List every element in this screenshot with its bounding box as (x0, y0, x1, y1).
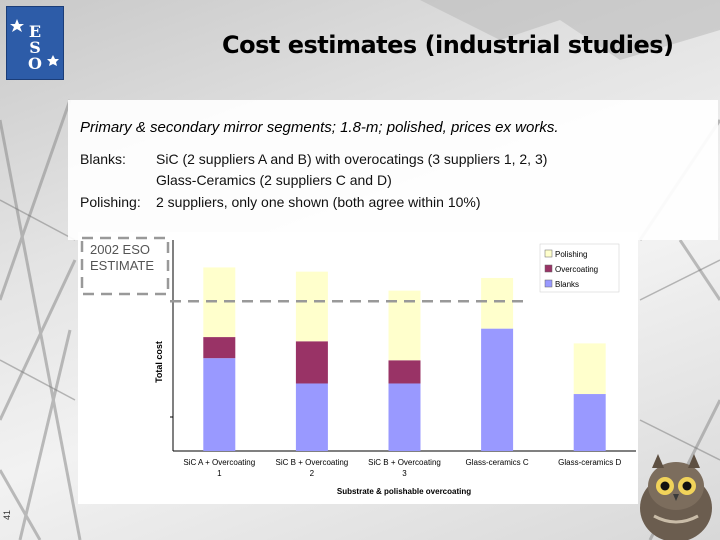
bar-overcoating-2 (295, 341, 328, 384)
owl-image (640, 454, 712, 540)
slide-title: Cost estimates (industrial studies) (222, 31, 674, 59)
estimate-box-line-1: 2002 ESO (90, 242, 150, 257)
svg-text:E: E (29, 22, 41, 41)
chart-legend (539, 243, 620, 293)
x-tick-label-1-2: 1 (217, 469, 222, 478)
x-tick-label-3-1: SiC B + Overcoating (368, 458, 441, 467)
x-tick-label-3-2: 3 (402, 469, 407, 478)
bar-blanks-1 (203, 358, 236, 451)
cost-chart: Total cost Substrate & polishable overco… (78, 232, 638, 504)
blanks-label: Blanks: (80, 151, 126, 167)
svg-text:S: S (29, 38, 41, 57)
estimate-box-line-2: ESTIMATE (90, 258, 154, 273)
legend-label-overcoating: Overcoating (555, 265, 598, 274)
x-tick-label-5-1: Glass-ceramics D (558, 458, 621, 467)
bar-blanks-2 (295, 383, 328, 451)
x-axis-label: Substrate & polishable overcoating (337, 487, 471, 496)
bar-blanks-5 (573, 394, 606, 451)
bar-overcoating-1 (203, 337, 236, 359)
y-axis-label: Total cost (154, 341, 164, 383)
bar-polishing-2 (295, 271, 328, 342)
legend-swatch-polishing (544, 249, 553, 258)
x-tick-label-4-1: Glass-ceramics C (466, 458, 529, 467)
slide-number: 41 (2, 509, 12, 520)
bar-overcoating-3 (388, 360, 421, 384)
polishing-text: 2 suppliers, only one shown (both agree … (156, 194, 481, 210)
x-tick-label-1-1: SiC A + Overcoating (183, 458, 255, 467)
legend-swatch-blanks (544, 279, 553, 288)
bar-polishing-5 (573, 343, 606, 395)
bar-blanks-4 (481, 328, 514, 451)
content-panel (68, 100, 718, 240)
blanks-line-1: SiC (2 suppliers A and B) with overocati… (156, 151, 548, 167)
x-tick-label-2-2: 2 (310, 469, 315, 478)
legend-label-polishing: Polishing (555, 250, 587, 259)
polishing-label: Polishing: (80, 194, 141, 210)
estimate-box (80, 236, 170, 296)
chart-svg: Total cost Substrate & polishable overco… (80, 236, 636, 496)
blanks-line-2: Glass-Ceramics (2 suppliers C and D) (156, 172, 392, 188)
eso-logo-icon: E S O (7, 7, 63, 79)
svg-text:O: O (28, 54, 42, 73)
legend-swatch-overcoating (544, 264, 553, 273)
legend-label-blanks: Blanks (555, 280, 579, 289)
bar-blanks-3 (388, 383, 421, 451)
slide-subtitle: Primary & secondary mirror segments; 1.8… (80, 119, 559, 136)
x-tick-label-2-1: SiC B + Overcoating (276, 458, 349, 467)
eso-logo: E S O (6, 6, 64, 80)
bar-polishing-4 (481, 277, 514, 329)
